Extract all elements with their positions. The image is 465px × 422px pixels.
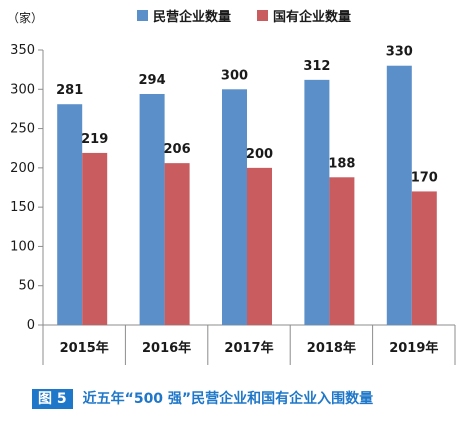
bar-private-enterprise <box>386 65 412 325</box>
data-label: 281 <box>56 83 83 98</box>
x-tick-label: 2016年 <box>142 340 191 356</box>
x-tick-label: 2017年 <box>224 340 273 356</box>
y-tick-label: 150 <box>10 200 35 215</box>
y-tick-label: 300 <box>10 82 35 97</box>
legend-swatch <box>137 10 148 21</box>
y-tick-label: 200 <box>10 161 35 176</box>
data-label: 330 <box>386 45 413 60</box>
data-label: 300 <box>221 68 248 83</box>
bar-chart: （家） 0 50 100 150 200 250 300 350 2015年 2016年 2017年 2… <box>7 9 456 365</box>
bar-state-enterprise <box>411 191 437 325</box>
y-tick-label: 0 <box>27 318 35 333</box>
bar-private-enterprise <box>222 89 247 326</box>
bar-state-enterprise <box>247 167 272 325</box>
y-tick-label: 50 <box>18 279 35 294</box>
data-label: 312 <box>303 59 330 74</box>
bar-state-enterprise <box>82 152 108 325</box>
axes: （家） 0 50 100 150 200 250 300 350 2015年 2016年 2017年 2… <box>7 10 456 365</box>
bar-private-enterprise <box>139 94 165 325</box>
data-label: 294 <box>139 73 166 88</box>
figure-number-badge: 图 5 <box>32 389 73 409</box>
data-label: 188 <box>328 156 355 171</box>
x-tick-label: 2015年 <box>60 340 109 356</box>
bar-private-enterprise <box>304 79 330 325</box>
legend-label: 国有企业数量 <box>273 9 351 25</box>
bar-private-enterprise <box>57 104 83 325</box>
data-label: 206 <box>164 142 191 157</box>
y-tick-label: 350 <box>10 43 35 58</box>
bar-state-enterprise <box>329 177 355 325</box>
y-tick-label: 250 <box>10 122 35 137</box>
data-label: 200 <box>246 147 273 162</box>
data-label: 170 <box>411 170 438 185</box>
legend-swatch <box>257 10 268 21</box>
legend-label: 民营企业数量 <box>153 9 231 25</box>
data-labels: 281 294 300 312 330 219 206 200 188 170 <box>56 45 438 186</box>
legend: 民营企业数量 国有企业数量 <box>137 9 351 25</box>
figure-caption-text: 近五年“500 强”民营企业和国有企业入围数量 <box>82 391 374 407</box>
x-tick-label: 2019年 <box>389 340 438 356</box>
x-tick-label: 2018年 <box>307 340 356 356</box>
data-label: 219 <box>81 132 108 147</box>
y-tick-label: 100 <box>10 239 35 254</box>
figure-caption: 图 5 近五年“500 强”民营企业和国有企业入围数量 <box>32 389 373 409</box>
y-axis-unit-label: （家） <box>7 10 43 25</box>
bars <box>57 65 437 326</box>
bar-state-enterprise <box>164 163 190 325</box>
